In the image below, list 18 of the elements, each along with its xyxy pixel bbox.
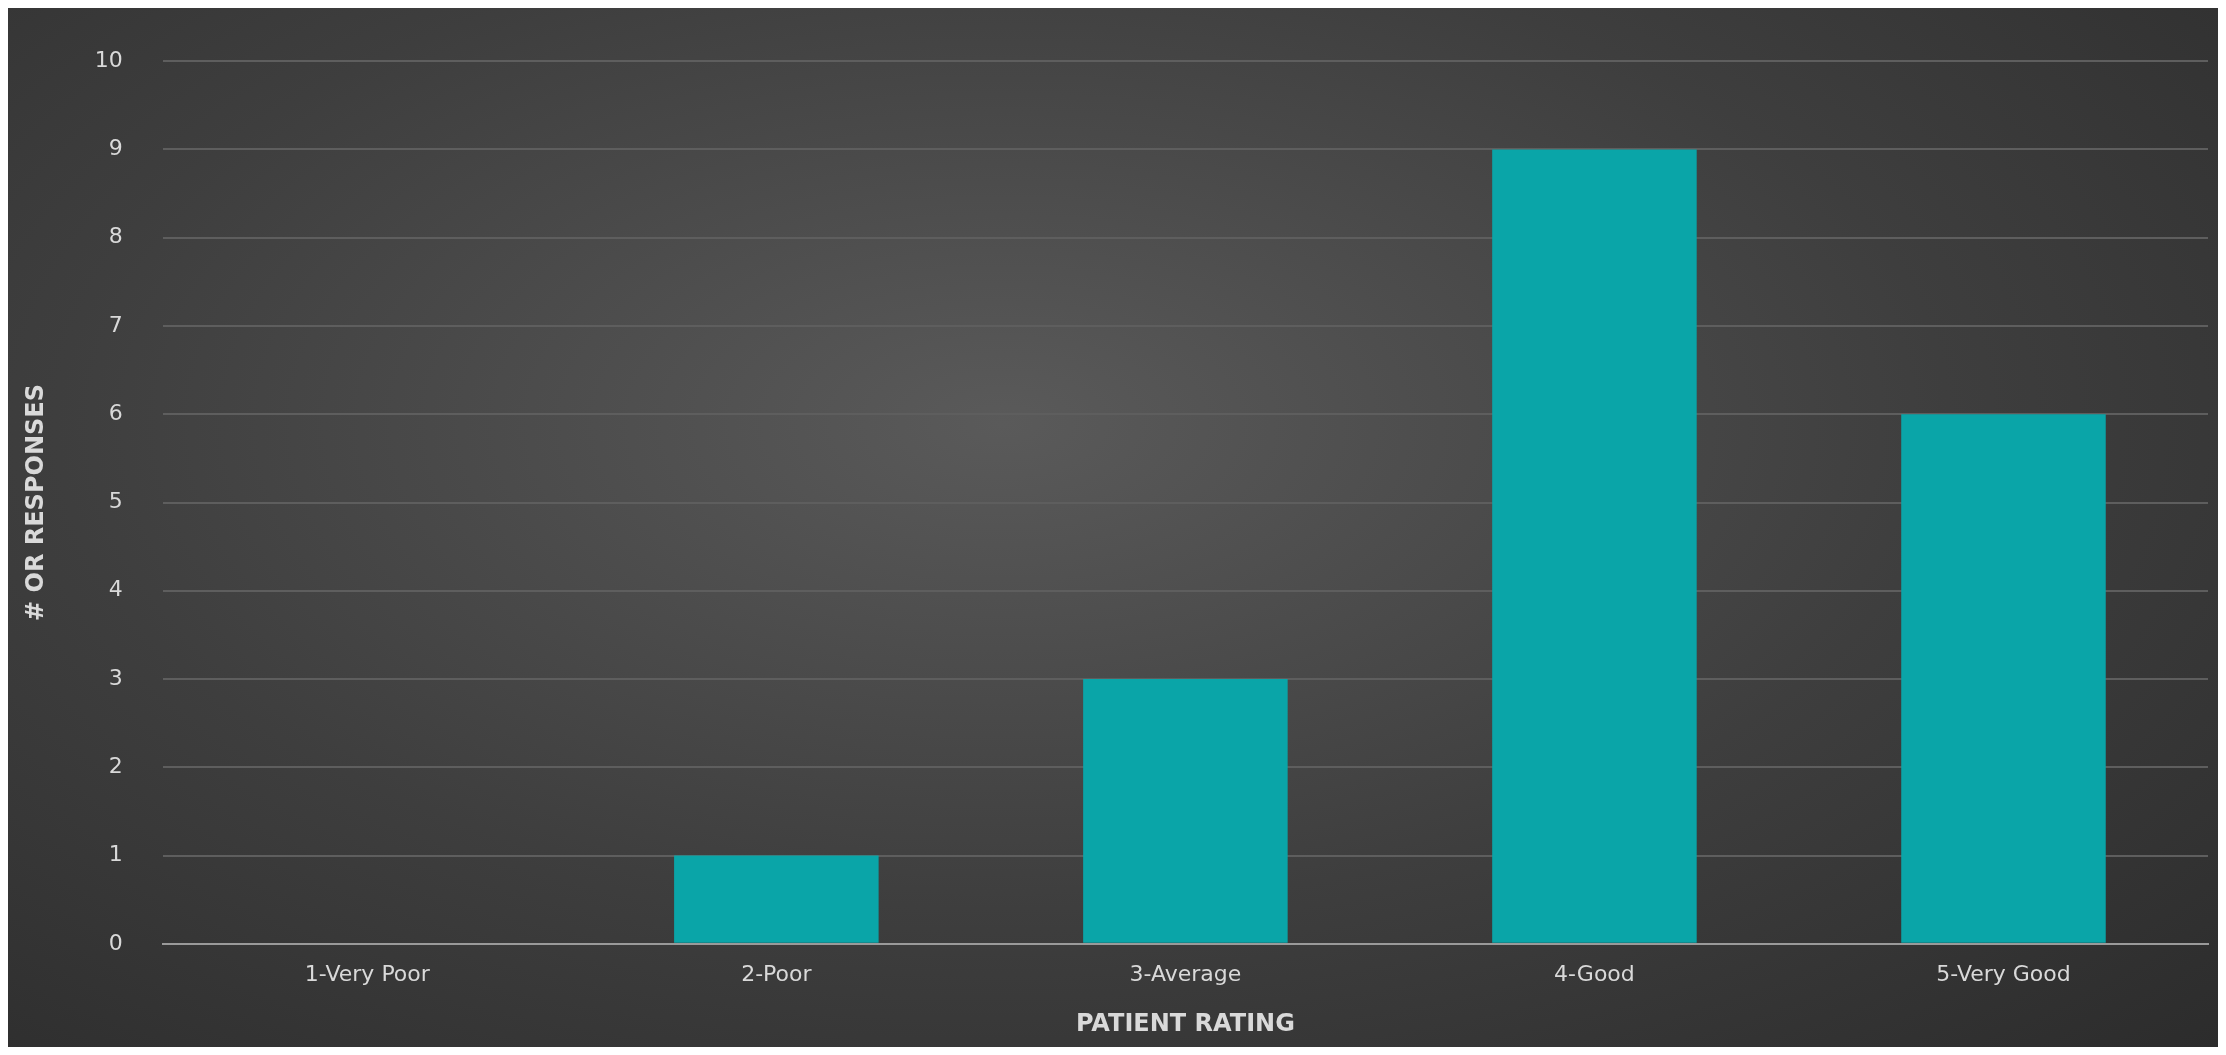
x-tick-label: 1-Very Poor: [304, 960, 431, 986]
y-tick-label: 1: [108, 841, 123, 867]
y-axis-title: # OR RESPONSES: [20, 384, 49, 621]
y-tick-label: 9: [108, 135, 123, 161]
x-tick-label: 4-Good: [1554, 960, 1635, 986]
y-tick-label: 7: [108, 311, 123, 337]
x-axis-title: PATIENT RATING: [1075, 1008, 1295, 1037]
x-tick-label: 2-Poor: [741, 960, 813, 986]
y-tick-label: 5: [108, 488, 123, 514]
y-tick-label: 6: [108, 399, 123, 425]
y-tick-label: 0: [108, 929, 123, 955]
y-tick-label: 2: [108, 753, 123, 778]
x-tick-label: 3-Average: [1129, 960, 1242, 986]
y-tick-label: 4: [108, 576, 123, 602]
y-tick-label: 3: [108, 664, 123, 690]
y-tick-label: 8: [108, 223, 123, 249]
x-tick-label: 5-Very Good: [1936, 960, 2071, 986]
y-tick-label: 10: [94, 46, 123, 72]
